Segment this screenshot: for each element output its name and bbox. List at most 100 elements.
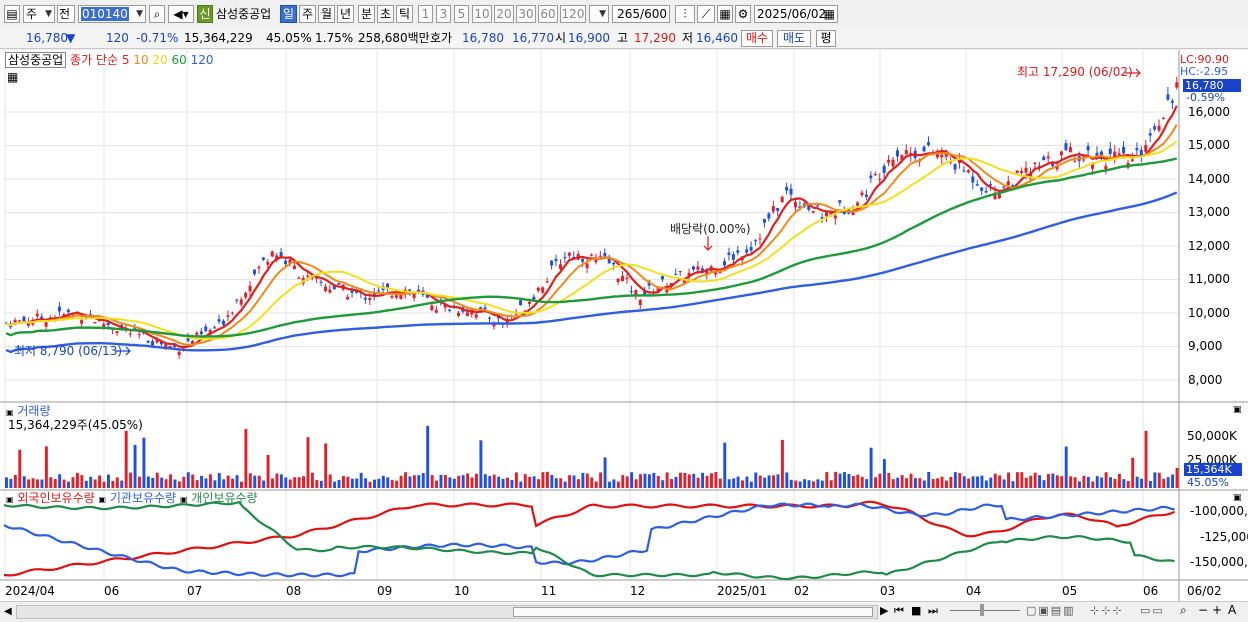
x-label-05: 05: [1062, 584, 1078, 598]
volume-pct-tag: 45.05%: [1187, 476, 1229, 489]
market-select[interactable]: 주 ▼: [23, 5, 55, 23]
zoom-in-icon[interactable]: +: [1212, 603, 1223, 617]
lc-value: LC:90.90: [1180, 53, 1230, 66]
period-tab-tick[interactable]: 틱: [396, 5, 413, 23]
interval-1-button[interactable]: 1: [418, 5, 433, 23]
x-label-02: 02: [794, 584, 810, 598]
x-label-12: 12: [630, 584, 646, 598]
turnover-value: 45.05%: [266, 31, 312, 45]
amount-value: 258,680백만: [358, 31, 430, 45]
ma-label: 종가 단순: [70, 53, 119, 67]
bottom-toolbar: ◀ ▶ ⏮ ■ ⏭ ▢▣▤▥ ⊹⊹⊹ ▭▭ ⌕ − + A: [0, 601, 1248, 622]
x-label-2025-01: 2025/01: [717, 584, 767, 598]
interval-120-button[interactable]: 120: [560, 5, 586, 23]
high-annotation: 최고 17,290 (06/02): [1017, 65, 1133, 79]
y-tick-14000: 14,000: [1188, 172, 1230, 186]
y-tick-8000: 8,000: [1188, 373, 1223, 387]
interval-1-label: 1: [421, 7, 430, 21]
y-tick-10000: 10,000: [1188, 306, 1230, 320]
stop-icon[interactable]: ■: [911, 604, 922, 617]
credit-badge-label: 신: [199, 7, 211, 21]
interval-60-button[interactable]: 60: [538, 5, 558, 23]
y-tick-11000: 11,000: [1188, 272, 1230, 286]
institution-holding-label: 기관보유수량: [109, 491, 177, 505]
last-page-icon[interactable]: ⏭: [928, 604, 938, 617]
interval-5-button[interactable]: 5: [454, 5, 469, 23]
horizontal-scrollbar[interactable]: [16, 605, 878, 619]
scrollbar-thumb[interactable]: [513, 607, 873, 617]
stock-code-input[interactable]: 010140 ▼: [78, 5, 146, 23]
chart-area[interactable]: 삼성중공업 종가 단순 5 10 20 60 120 ▦ LC:90.90 HC…: [0, 50, 1248, 621]
search-icon[interactable]: ⌕: [149, 5, 165, 23]
period-tab-day[interactable]: 일: [280, 5, 297, 23]
period-tab-month[interactable]: 월: [318, 5, 335, 23]
period-second-label: 초: [379, 7, 392, 21]
buy-button-label: 매수: [745, 31, 769, 45]
zoom-slider-handle[interactable]: [980, 604, 984, 616]
chart-canvas[interactable]: [0, 50, 1248, 601]
volume-panel-close-icon[interactable]: ▣: [1233, 405, 1242, 415]
current-price: 16,780: [26, 31, 68, 45]
sell-button-label: 매도: [782, 31, 806, 45]
window-menu-icon[interactable]: ▤: [4, 5, 20, 23]
period-tab-week[interactable]: 주: [299, 5, 316, 23]
volume-title: 거래량: [17, 404, 51, 418]
interval-20-button[interactable]: 20: [494, 5, 514, 23]
y-tick-12000: 12,000: [1188, 239, 1230, 253]
interval-60-label: 60: [540, 7, 556, 21]
count-input[interactable]: 265/600: [612, 5, 670, 23]
period-month-label: 월: [320, 7, 333, 21]
candle-style-icon[interactable]: ⫶: [675, 5, 695, 23]
period-minute-label: 분: [360, 7, 373, 21]
calendar-icon[interactable]: ▦: [823, 7, 835, 21]
sell-button[interactable]: 매도: [777, 30, 811, 47]
zoom-icon[interactable]: ⌕: [1180, 603, 1187, 617]
interval-10-button[interactable]: 10: [472, 5, 492, 23]
holding-panel-close-icon[interactable]: ▣: [1233, 493, 1242, 503]
first-page-icon[interactable]: ⏮: [894, 604, 904, 617]
date-value: 2025/06/02: [757, 7, 827, 21]
y-tick-16000: 16,000: [1188, 105, 1230, 119]
x-label-04: 04: [966, 584, 982, 598]
market-value: 주: [26, 7, 38, 21]
x-label-11: 11: [541, 584, 557, 598]
compare-icon[interactable]: ▦: [717, 5, 733, 23]
interval-3-button[interactable]: 3: [436, 5, 451, 23]
ma5-label: 5: [121, 53, 130, 67]
scroll-left-icon[interactable]: ◀: [4, 606, 12, 617]
period-tab-second[interactable]: 초: [377, 5, 394, 23]
range-select[interactable]: 전: [57, 5, 75, 23]
x-label-03: 03: [880, 584, 896, 598]
interval-30-label: 30: [518, 7, 534, 21]
period-tab-minute[interactable]: 분: [358, 5, 375, 23]
eval-button[interactable]: 평: [816, 30, 836, 47]
zoom-out-icon[interactable]: −: [1198, 603, 1209, 617]
foreign-holding-label: 외국인보유수량: [17, 491, 95, 505]
interval-30-button[interactable]: 30: [516, 5, 536, 23]
scroll-right-icon[interactable]: ▶: [880, 604, 889, 617]
gear-icon[interactable]: ⚙: [735, 5, 751, 23]
period-tab-year[interactable]: 년: [337, 5, 354, 23]
zoom-slider[interactable]: [950, 610, 1020, 611]
drawing-tool-icon[interactable]: ⟋: [697, 5, 715, 23]
layout-icons[interactable]: ▢▣▤▥: [1026, 604, 1076, 617]
panel-icons[interactable]: ▭▭: [1140, 604, 1165, 617]
high-value: 17,290: [634, 31, 676, 45]
font-size-icon[interactable]: A: [1228, 603, 1237, 617]
crosshair-icons[interactable]: ⊹⊹⊹: [1090, 604, 1124, 617]
interval-20-label: 20: [496, 7, 512, 21]
speaker-icon[interactable]: ◀▾: [168, 5, 194, 23]
interval-dropdown[interactable]: ▼: [589, 5, 609, 23]
stock-name-label: 삼성중공업: [216, 7, 272, 21]
x-label-06-end: 06: [1143, 584, 1159, 598]
volume-current-tag: 15,364K: [1184, 463, 1242, 476]
price-name-tag[interactable]: 삼성중공업: [5, 52, 67, 68]
grid-toggle-icon[interactable]: ▦: [7, 70, 19, 84]
open-value: 16,900: [568, 31, 610, 45]
date-input[interactable]: 2025/06/02 ▦: [754, 5, 838, 23]
volume-value: 15,364,229: [184, 31, 253, 45]
y-tick-15000: 15,000: [1188, 138, 1230, 152]
ma20-label: 20: [152, 53, 168, 67]
buy-button[interactable]: 매수: [741, 30, 773, 47]
credit-badge[interactable]: 신: [197, 5, 213, 23]
